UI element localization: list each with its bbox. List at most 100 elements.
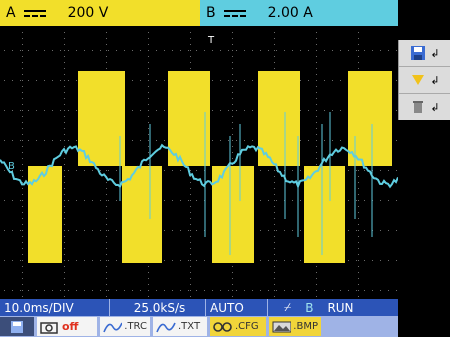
grid-dot <box>68 80 69 81</box>
grid-dot <box>316 110 317 111</box>
grid-dot <box>190 248 191 249</box>
grid-dot <box>274 272 275 273</box>
grid-dot <box>156 80 157 81</box>
grid-dot <box>148 290 149 291</box>
grid-dot <box>20 260 21 261</box>
grid-dot <box>274 290 275 291</box>
grid-dot <box>100 230 101 231</box>
grid-dot <box>332 140 333 141</box>
grid-dot <box>164 170 165 171</box>
grid-dot <box>232 50 233 51</box>
grid-dot <box>180 170 181 171</box>
grid-dot <box>274 182 275 183</box>
grid-dot <box>148 74 149 75</box>
grid-dot <box>22 260 23 261</box>
grid-dot <box>148 44 149 45</box>
grid-dot <box>396 110 397 111</box>
grid-dot <box>190 218 191 219</box>
channel-a-waveform <box>28 71 392 263</box>
grid-dot <box>148 92 149 93</box>
channel-a-scale: 200 V <box>67 5 109 21</box>
grid-dot <box>292 260 293 261</box>
grid-dot <box>22 56 23 57</box>
grid-dot <box>132 290 133 291</box>
grid-dot <box>172 170 173 171</box>
grid-dot <box>300 110 301 111</box>
grid-dot <box>220 110 221 111</box>
grid-dot <box>92 170 93 171</box>
save-bitmap-button[interactable]: .BMP <box>269 317 321 336</box>
grid-dot <box>4 170 5 171</box>
grid-dot <box>332 50 333 51</box>
grid-dot <box>358 200 359 201</box>
grid-dot <box>172 230 173 231</box>
grid-dot <box>358 284 359 285</box>
grid-dot <box>44 80 45 81</box>
grid-dot <box>274 170 275 171</box>
grid-dot <box>190 230 191 231</box>
save-trace-button[interactable]: .TRC <box>100 317 150 336</box>
grid-dot <box>340 80 341 81</box>
grid-dot <box>52 80 53 81</box>
grid-dot <box>60 80 61 81</box>
status-bar: 10.0ms/DIV 25.0kS/s AUTO ⌿ B RUN <box>0 299 398 316</box>
grid-dot <box>284 260 285 261</box>
channel-b-header[interactable]: B 2.00 A <box>200 0 398 26</box>
grid-dot <box>64 158 65 159</box>
cfg-label: .CFG <box>235 321 259 332</box>
waveform-icon <box>156 322 176 332</box>
save-text-button[interactable]: .TXT <box>153 317 207 336</box>
grid-dot <box>116 260 117 261</box>
grid-dot <box>106 38 107 39</box>
grid-dot <box>28 290 29 291</box>
grid-dot <box>22 266 23 267</box>
timebase-readout[interactable]: 10.0ms/DIV <box>0 299 110 316</box>
grid-dot <box>180 290 181 291</box>
grid-dot <box>64 200 65 201</box>
grid-dot <box>316 50 317 51</box>
delete-button[interactable]: ↲ <box>399 94 450 121</box>
grid-dot <box>308 110 309 111</box>
channel-a-header[interactable]: A 200 V <box>0 0 200 26</box>
load-button[interactable]: ↲ <box>399 67 450 94</box>
grid-dot <box>190 242 191 243</box>
grid-dot <box>348 170 349 171</box>
trigger-status[interactable]: ⌿ B RUN <box>268 299 398 316</box>
screenshot-toggle[interactable]: off <box>37 317 97 336</box>
save-button[interactable]: ↲ <box>399 40 450 67</box>
grid-dot <box>106 212 107 213</box>
grid-dot <box>180 50 181 51</box>
grid-dot <box>274 230 275 231</box>
grid-dot <box>274 266 275 267</box>
grid-dot <box>388 260 389 261</box>
grid-dot <box>64 284 65 285</box>
grid-dot <box>190 50 191 51</box>
grid-dot <box>106 242 107 243</box>
grid-dot <box>20 50 21 51</box>
grid-dot <box>106 236 107 237</box>
grid-dot <box>64 152 65 153</box>
grid-dot <box>22 38 23 39</box>
grid-dot <box>188 200 189 201</box>
grid-dot <box>106 260 107 261</box>
grid-dot <box>12 230 13 231</box>
scope-display[interactable]: T B <box>0 26 398 299</box>
grid-dot <box>316 32 317 33</box>
grid-dot <box>68 50 69 51</box>
grid-dot <box>204 290 205 291</box>
grid-dot <box>132 50 133 51</box>
grid-dot <box>316 122 317 123</box>
grid-dot <box>274 278 275 279</box>
file-menu-button[interactable] <box>0 317 34 336</box>
grid-dot <box>260 260 261 261</box>
grid-dot <box>190 32 191 33</box>
trigger-mode-readout[interactable]: AUTO <box>206 299 268 316</box>
save-config-button[interactable]: .CFG <box>210 317 266 336</box>
grid-dot <box>12 290 13 291</box>
grid-dot <box>380 230 381 231</box>
header-corner <box>398 0 450 40</box>
grid-dot <box>196 170 197 171</box>
grid-dot <box>22 128 23 129</box>
bmp-label: .BMP <box>293 321 318 332</box>
grid-dot <box>22 170 23 171</box>
